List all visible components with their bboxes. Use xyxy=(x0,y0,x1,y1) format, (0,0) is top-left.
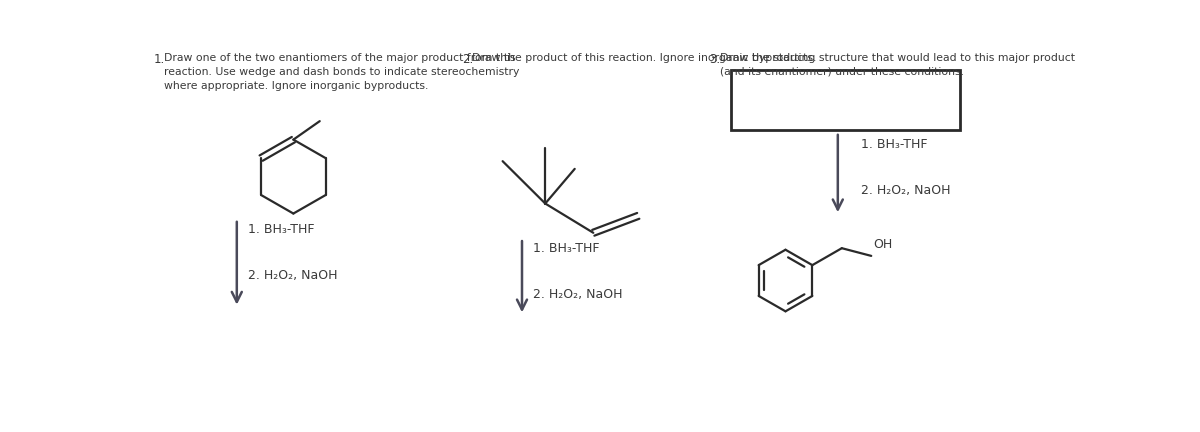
Text: 3.: 3. xyxy=(709,53,721,66)
Text: 1. BH₃-THF

2. H₂O₂, NaOH: 1. BH₃-THF 2. H₂O₂, NaOH xyxy=(862,138,950,197)
Bar xyxy=(731,70,960,130)
Text: Draw the starting structure that would lead to this major product
(and its enant: Draw the starting structure that would l… xyxy=(720,53,1075,76)
Text: 2.: 2. xyxy=(462,53,474,66)
Text: Draw one of the two enantiomers of the major product from this
reaction. Use wed: Draw one of the two enantiomers of the m… xyxy=(164,53,520,91)
Text: Draw the product of this reaction. Ignore inorganic byproducts.: Draw the product of this reaction. Ignor… xyxy=(472,53,816,63)
Text: 1. BH₃-THF

2. H₂O₂, NaOH: 1. BH₃-THF 2. H₂O₂, NaOH xyxy=(247,223,337,282)
Text: OH: OH xyxy=(874,238,893,251)
Text: 1.: 1. xyxy=(154,53,166,66)
Text: 1. BH₃-THF

2. H₂O₂, NaOH: 1. BH₃-THF 2. H₂O₂, NaOH xyxy=(533,242,623,301)
